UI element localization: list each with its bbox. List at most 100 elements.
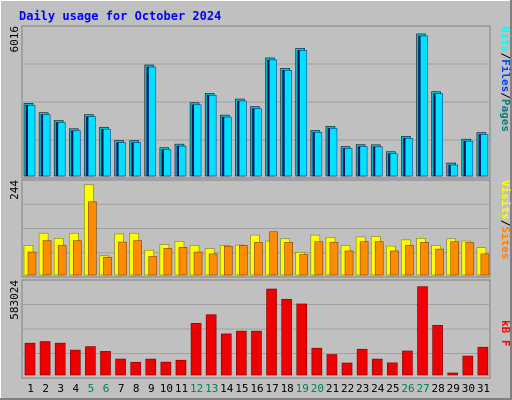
panel-visits: 244 Visits/Sites <box>8 179 512 278</box>
x-tick-label: 6 <box>103 382 110 395</box>
bar-sites <box>405 245 414 276</box>
x-tick-label: 3 <box>57 382 64 395</box>
bar-kbytes <box>100 351 111 376</box>
bar-sites <box>208 253 218 276</box>
panel-kbytes-bars <box>24 286 489 376</box>
bar-sites <box>223 245 233 276</box>
bar-files-edge <box>101 129 104 176</box>
bar-kbytes <box>69 349 81 376</box>
bar-files-edge <box>358 146 361 176</box>
x-tick-label: 28 <box>432 382 445 395</box>
legend-item: kB F <box>499 320 512 347</box>
x-tick-label: 8 <box>133 382 140 395</box>
bar-kbytes <box>281 298 292 376</box>
x-tick-label: 11 <box>175 382 188 395</box>
bar-kbytes <box>462 355 474 376</box>
bar-sites <box>72 240 82 276</box>
bar-files-edge <box>222 117 225 176</box>
bar-kbytes <box>175 359 187 376</box>
bar-sites <box>284 242 293 276</box>
svg-text:Hits/Files/Pages: Hits/Files/Pages <box>499 26 512 132</box>
bar-sites <box>390 250 399 276</box>
panel-hits-bars <box>23 33 489 177</box>
bar-kbytes <box>145 358 157 376</box>
bar-sites <box>193 251 203 276</box>
x-tick-label: 27 <box>416 382 429 395</box>
legend-item: Hits <box>499 26 512 53</box>
bar-sites <box>239 245 248 276</box>
bar-sites <box>254 242 263 276</box>
bar-kbytes <box>326 354 338 376</box>
bar-sites <box>450 241 460 276</box>
x-tick-label: 5 <box>88 382 95 395</box>
bar-sites <box>344 250 354 276</box>
panel-kbytes: 583024 kB F <box>8 279 512 379</box>
bar-kbytes <box>205 314 217 376</box>
bar-files-edge <box>237 101 240 176</box>
bar-sites <box>42 240 52 276</box>
bar-files-edge <box>327 128 330 176</box>
bar-files-edge <box>207 95 210 176</box>
bar-kbytes <box>402 350 413 376</box>
x-tick-label: 14 <box>220 382 234 395</box>
bar-files-edge <box>388 153 391 176</box>
bar-files-edge <box>26 105 28 176</box>
bar-files-edge <box>403 138 406 176</box>
bar-sites <box>163 248 173 276</box>
bar-files-edge <box>116 142 119 176</box>
bar-kbytes <box>236 330 247 376</box>
legend-sep: / <box>499 92 512 99</box>
bar-files-edge <box>463 141 466 176</box>
bar-sites <box>435 248 444 276</box>
legend-item: Pages <box>499 99 512 132</box>
bar-sites <box>420 242 429 276</box>
bar-files-edge <box>161 149 164 176</box>
bar-files-edge <box>478 134 481 176</box>
bar-kbytes <box>417 286 428 376</box>
x-tick-label: 19 <box>296 382 309 395</box>
bar-files-edge <box>312 132 315 176</box>
bar-kbytes <box>54 342 66 376</box>
x-tick-label: 18 <box>281 382 294 395</box>
y-max-label-kbytes: 583024 <box>8 280 21 320</box>
bar-sites <box>118 241 127 276</box>
x-tick-label: 29 <box>447 382 460 395</box>
bar-sites <box>480 253 490 276</box>
legend-hits: Hits/Files/Pages <box>499 26 512 132</box>
bar-files-edge <box>41 114 44 176</box>
bar-sites <box>359 241 369 276</box>
x-tick-label: 17 <box>265 382 278 395</box>
bar-sites <box>374 241 384 276</box>
legend-sep: / <box>499 220 512 227</box>
bar-kbytes <box>432 325 443 376</box>
x-tick-label: 30 <box>462 382 475 395</box>
legend-visits: Visits/Sites <box>499 180 512 260</box>
x-tick-label: 21 <box>326 382 339 395</box>
bar-sites <box>133 240 142 276</box>
bar-kbytes <box>220 333 232 376</box>
x-tick-label: 16 <box>250 382 263 395</box>
legend-sep: / <box>499 53 512 60</box>
bar-kbytes <box>251 330 262 376</box>
x-tick-label: 7 <box>118 382 125 395</box>
bar-sites <box>299 254 309 276</box>
bar-kbytes <box>39 341 51 376</box>
bar-kbytes <box>24 342 36 376</box>
bar-files-edge <box>343 148 346 176</box>
bar-kbytes <box>296 303 308 376</box>
x-axis-labels: 1 2 3 4 5 6 7 8 9 10 11 12 13 14 15 16 17 18 19 20 21 22 23 24 2… <box>27 382 490 395</box>
bar-kbytes <box>115 358 126 376</box>
panel-visits-bars <box>23 184 490 276</box>
bar-kbytes <box>356 348 368 376</box>
bar-sites <box>27 251 37 276</box>
legend-kbytes: kB F <box>499 320 512 347</box>
bar-kbytes <box>85 346 96 376</box>
x-tick-label: 13 <box>205 382 218 395</box>
bar-kbytes <box>387 362 398 376</box>
panel-hits: 6016 Hits/Files/Pages <box>8 25 512 179</box>
bar-files-edge <box>282 70 285 176</box>
x-tick-label: 12 <box>190 382 203 395</box>
bar-sites <box>269 231 278 276</box>
bar-sites <box>103 256 112 276</box>
